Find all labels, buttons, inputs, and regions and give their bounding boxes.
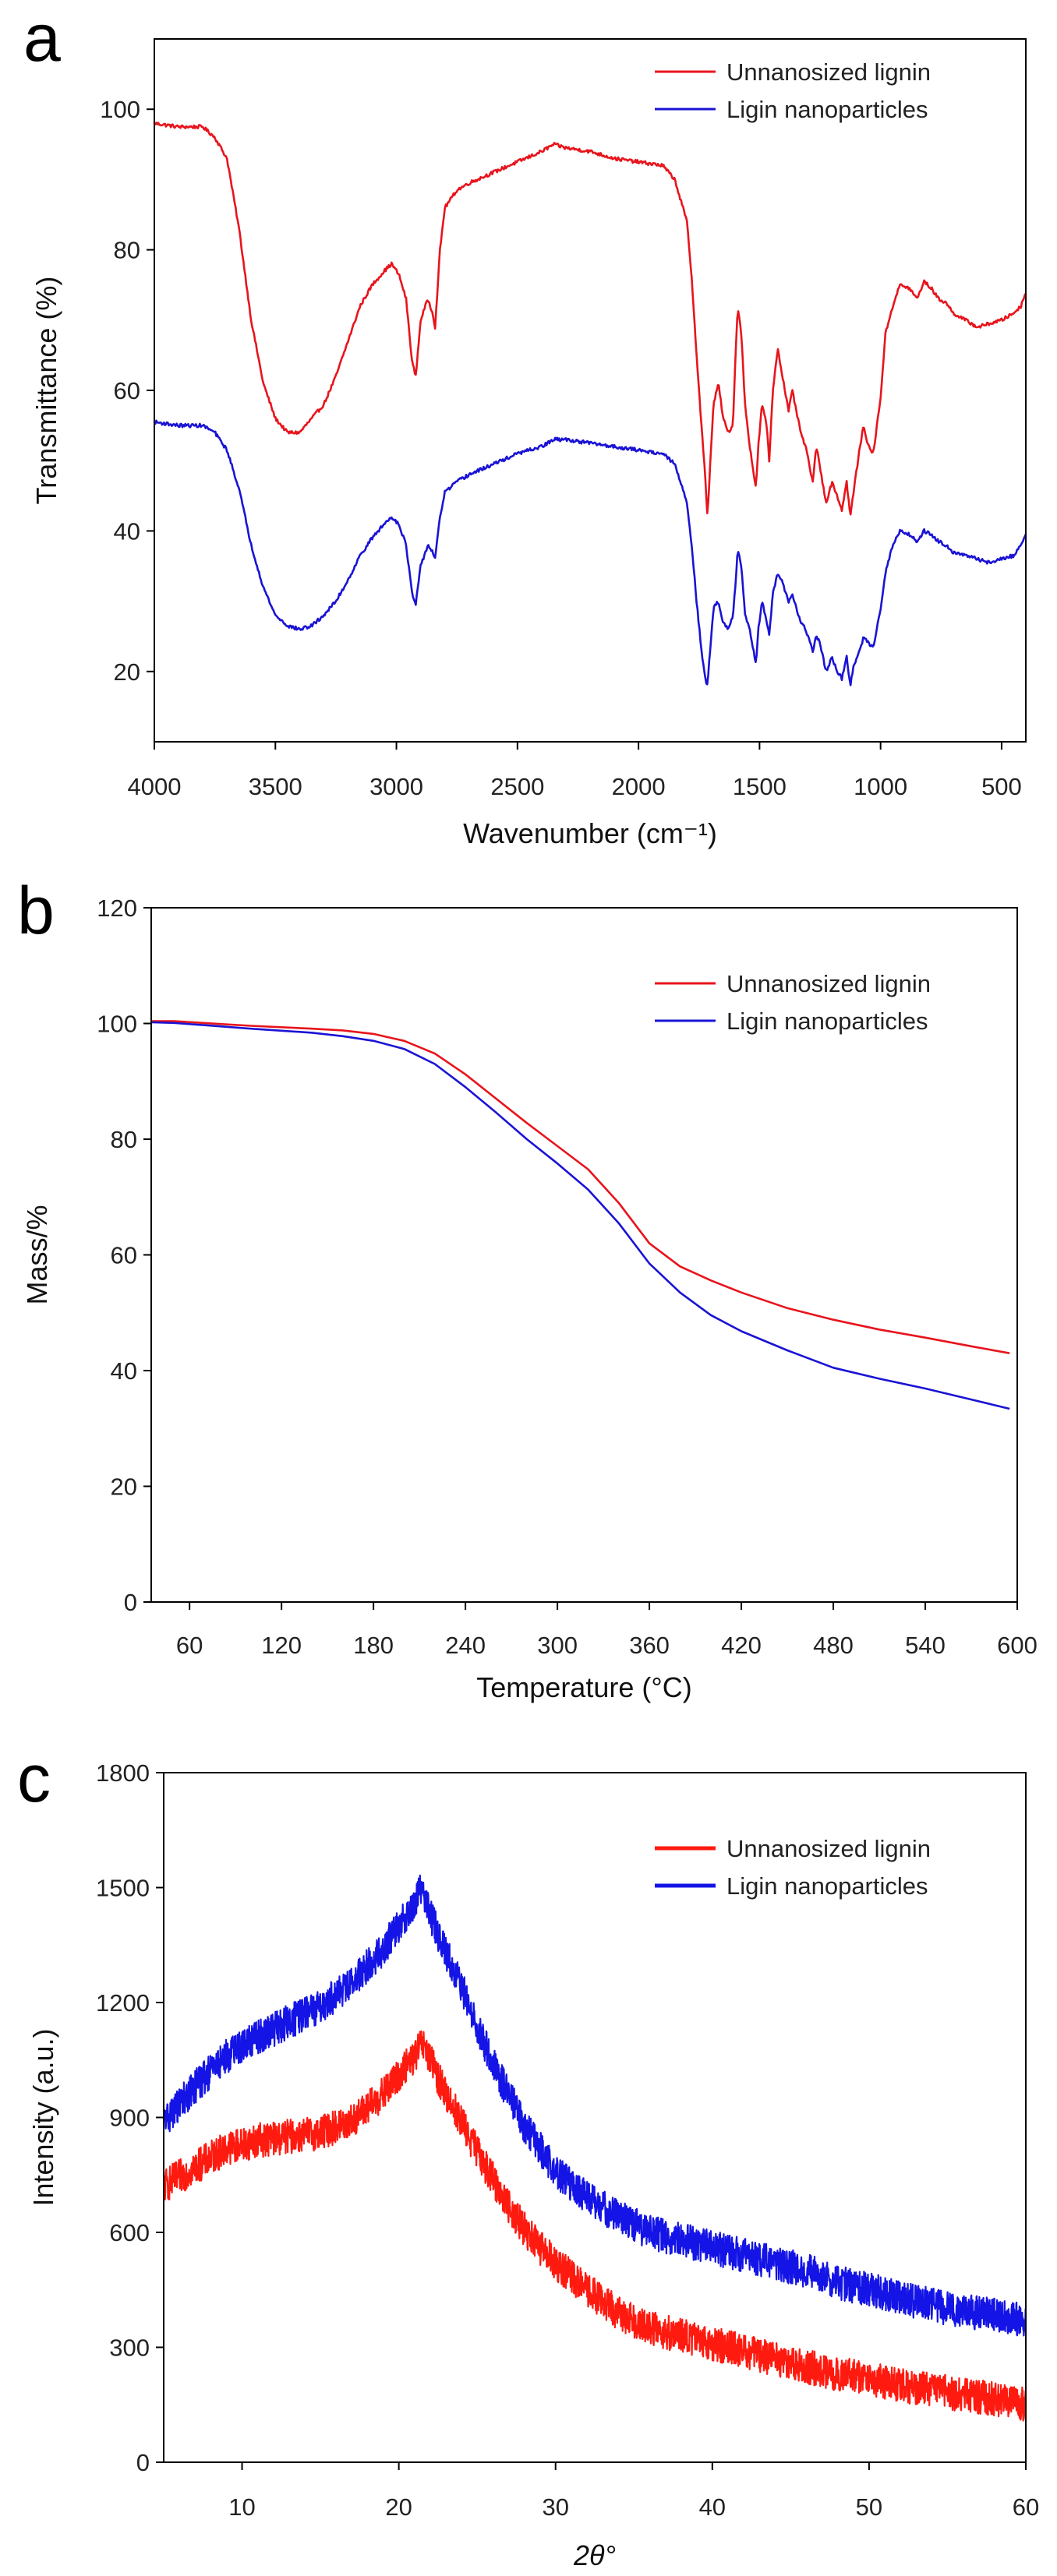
legend-label-a-lignin-nanoparticles: Ligin nanoparticles [726, 96, 928, 123]
y-axis-title-b: Mass/% [21, 1205, 53, 1304]
x-tick-label-b-480: 480 [813, 1632, 854, 1659]
x-tick-label-a-3500: 3500 [249, 773, 302, 800]
y-tick-label-c-1500: 1500 [96, 1875, 150, 1902]
x-tick-label-c-30: 30 [542, 2493, 568, 2521]
x-tick-label-a-4000: 4000 [128, 773, 182, 800]
y-tick-label-b-20: 20 [111, 1473, 137, 1501]
y-tick-label-c-900: 900 [109, 2105, 150, 2132]
series-line-c-lignin-nanoparticles [162, 1874, 1027, 2337]
x-tick-label-a-2000: 2000 [612, 773, 666, 800]
series-line-b-unnanosized-lignin [151, 1020, 1010, 1354]
x-tick-label-a-1500: 1500 [733, 773, 787, 800]
y-tick-label-a-60: 60 [114, 377, 140, 404]
legend-label-b-unnanosized-lignin: Unnanosized lignin [726, 970, 931, 997]
y-tick-label-c-1200: 1200 [96, 1989, 150, 2017]
legend-label-c-lignin-nanoparticles: Ligin nanoparticles [726, 1872, 928, 1900]
y-axis-title-c: Intensity (a.u.) [27, 2028, 59, 2206]
x-tick-label-a-3000: 3000 [369, 773, 423, 800]
y-tick-label-a-40: 40 [114, 517, 140, 545]
x-tick-label-c-60: 60 [1013, 2493, 1039, 2521]
y-tick-label-b-40: 40 [111, 1357, 137, 1385]
y-axis-title-a: Transmittance (%) [30, 277, 62, 505]
x-tick-label-b-540: 540 [905, 1632, 946, 1659]
x-tick-label-c-50: 50 [856, 2493, 882, 2521]
y-tick-label-b-60: 60 [111, 1242, 137, 1269]
legend-label-a-unnanosized-lignin: Unnanosized lignin [726, 58, 931, 86]
y-tick-label-b-0: 0 [124, 1589, 137, 1616]
x-tick-label-a-500: 500 [981, 773, 1022, 800]
x-tick-label-c-40: 40 [699, 2493, 726, 2521]
x-tick-label-b-240: 240 [445, 1632, 486, 1659]
x-tick-label-b-180: 180 [353, 1632, 394, 1659]
y-tick-label-a-80: 80 [114, 237, 140, 264]
x-tick-label-c-10: 10 [228, 2493, 255, 2521]
x-tick-label-b-420: 420 [721, 1632, 762, 1659]
y-tick-label-b-100: 100 [97, 1011, 137, 1038]
y-tick-label-a-100: 100 [100, 96, 140, 123]
x-tick-label-b-120: 120 [261, 1632, 302, 1659]
legend-label-b-lignin-nanoparticles: Ligin nanoparticles [726, 1007, 928, 1035]
x-tick-label-a-2500: 2500 [490, 773, 544, 800]
y-tick-label-b-80: 80 [111, 1126, 137, 1153]
x-axis-title-a: Wavenumber (cm⁻¹) [463, 817, 717, 849]
y-tick-label-b-120: 120 [97, 895, 137, 922]
x-tick-label-b-60: 60 [176, 1632, 203, 1659]
y-tick-label-c-300: 300 [109, 2334, 150, 2362]
legend-label-c-unnanosized-lignin: Unnanosized lignin [726, 1835, 931, 1862]
x-tick-label-b-300: 300 [537, 1632, 578, 1659]
panel-letter-a: a [23, 1, 61, 76]
y-tick-label-a-20: 20 [114, 658, 140, 686]
x-axis-title-c: 2θ° [573, 2539, 616, 2571]
series-line-a-unnanosized-lignin [153, 122, 1027, 516]
series-line-a-lignin-nanoparticles [153, 419, 1027, 686]
y-tick-label-c-600: 600 [109, 2219, 150, 2246]
x-tick-label-a-1000: 1000 [854, 773, 907, 800]
x-tick-label-b-600: 600 [997, 1632, 1038, 1659]
x-tick-label-b-360: 360 [629, 1632, 670, 1659]
y-tick-label-c-0: 0 [136, 2449, 150, 2476]
x-axis-title-b: Temperature (°C) [476, 1671, 691, 1703]
series-line-b-lignin-nanoparticles [150, 1021, 1010, 1410]
series-line-c-unnanosized-lignin [162, 2030, 1027, 2422]
y-tick-label-c-1800: 1800 [96, 1759, 150, 1787]
x-tick-label-c-20: 20 [385, 2493, 412, 2521]
panel-letter-b: b [17, 873, 55, 948]
panel-letter-c: c [17, 1741, 51, 1816]
